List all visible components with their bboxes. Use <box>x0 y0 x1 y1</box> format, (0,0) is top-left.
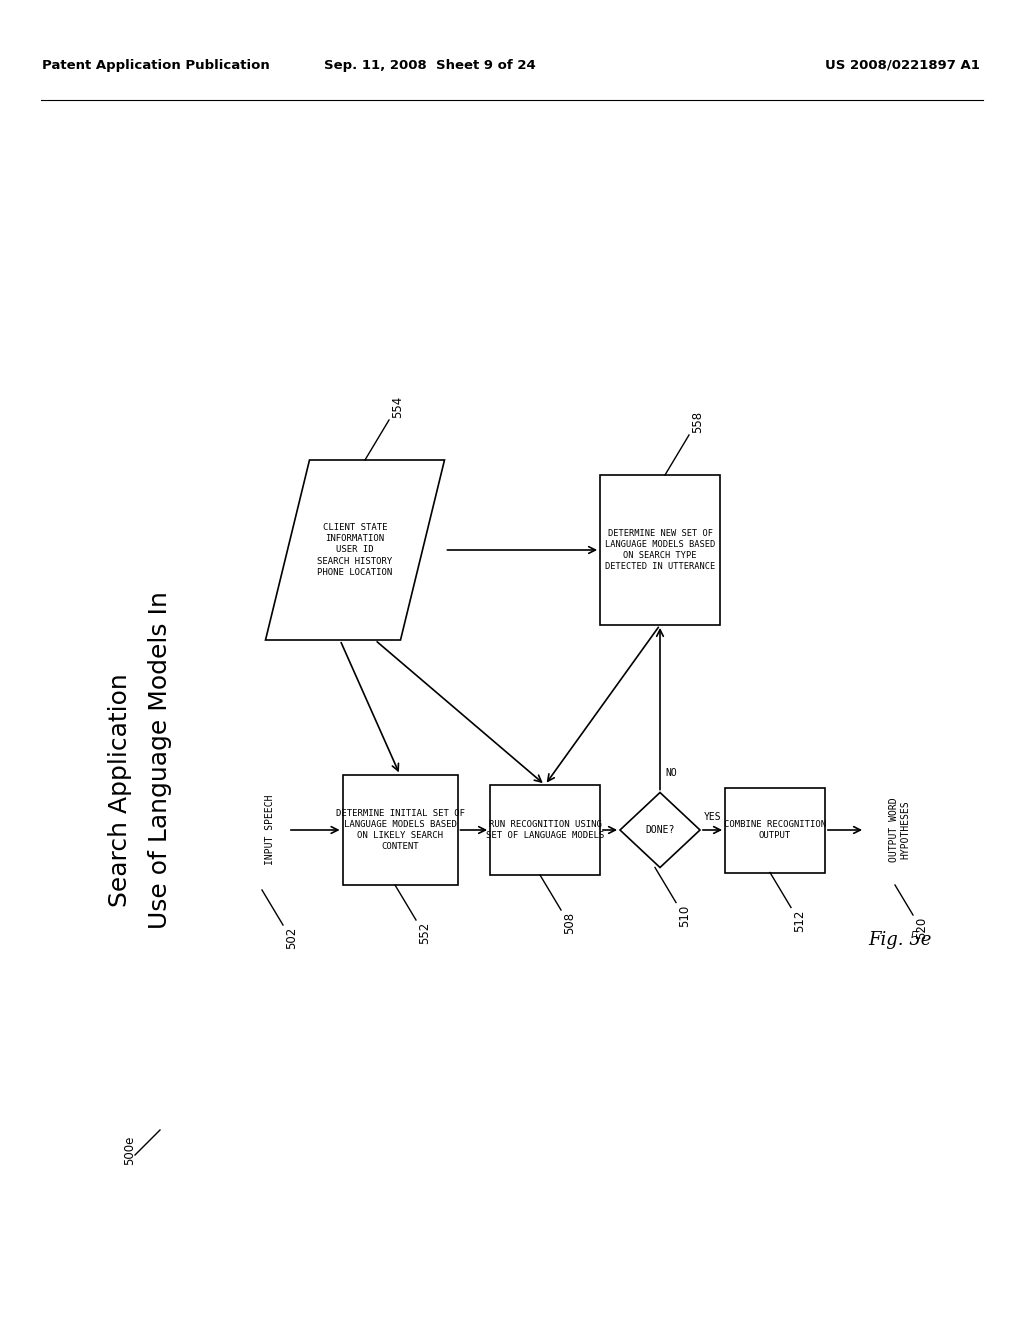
Text: OUTPUT WORD
HYPOTHESES: OUTPUT WORD HYPOTHESES <box>889 797 910 862</box>
Text: 552: 552 <box>418 921 431 944</box>
Text: Use of Language Models In: Use of Language Models In <box>148 591 172 929</box>
Text: 510: 510 <box>678 904 691 927</box>
Text: COMBINE RECOGNITION
OUTPUT: COMBINE RECOGNITION OUTPUT <box>724 820 826 840</box>
Text: DONE?: DONE? <box>645 825 675 836</box>
Text: NO: NO <box>665 767 677 777</box>
Text: 554: 554 <box>391 396 404 418</box>
Text: 502: 502 <box>285 927 298 949</box>
Text: US 2008/0221897 A1: US 2008/0221897 A1 <box>825 58 980 71</box>
Text: Search Application: Search Application <box>108 673 132 907</box>
Text: DETERMINE NEW SET OF
LANGUAGE MODELS BASED
ON SEARCH TYPE
DETECTED IN UTTERANCE: DETERMINE NEW SET OF LANGUAGE MODELS BAS… <box>605 529 715 572</box>
Text: RUN RECOGNITION USING
SET OF LANGUAGE MODELS: RUN RECOGNITION USING SET OF LANGUAGE MO… <box>485 820 604 840</box>
Text: Sep. 11, 2008  Sheet 9 of 24: Sep. 11, 2008 Sheet 9 of 24 <box>325 58 536 71</box>
Text: Fig. 5e: Fig. 5e <box>868 931 932 949</box>
Text: DETERMINE INITIAL SET OF
LANGUAGE MODELS BASED
ON LIKELY SEARCH
CONTENT: DETERMINE INITIAL SET OF LANGUAGE MODELS… <box>336 809 465 851</box>
Bar <box>342 775 458 884</box>
Bar <box>725 788 825 873</box>
Text: INPUT SPEECH: INPUT SPEECH <box>265 795 275 865</box>
Text: YES: YES <box>705 812 722 822</box>
Text: 500e: 500e <box>124 1135 136 1164</box>
Text: 558: 558 <box>691 411 705 433</box>
Text: Patent Application Publication: Patent Application Publication <box>42 58 269 71</box>
Text: 512: 512 <box>793 909 806 932</box>
Polygon shape <box>265 459 444 640</box>
Text: 508: 508 <box>563 912 575 935</box>
Polygon shape <box>620 792 700 867</box>
Text: CLIENT STATE
INFORMATION
USER ID
SEARCH HISTORY
PHONE LOCATION: CLIENT STATE INFORMATION USER ID SEARCH … <box>317 523 392 577</box>
Bar <box>490 785 600 875</box>
Text: 520: 520 <box>915 917 928 940</box>
Bar <box>600 475 720 624</box>
